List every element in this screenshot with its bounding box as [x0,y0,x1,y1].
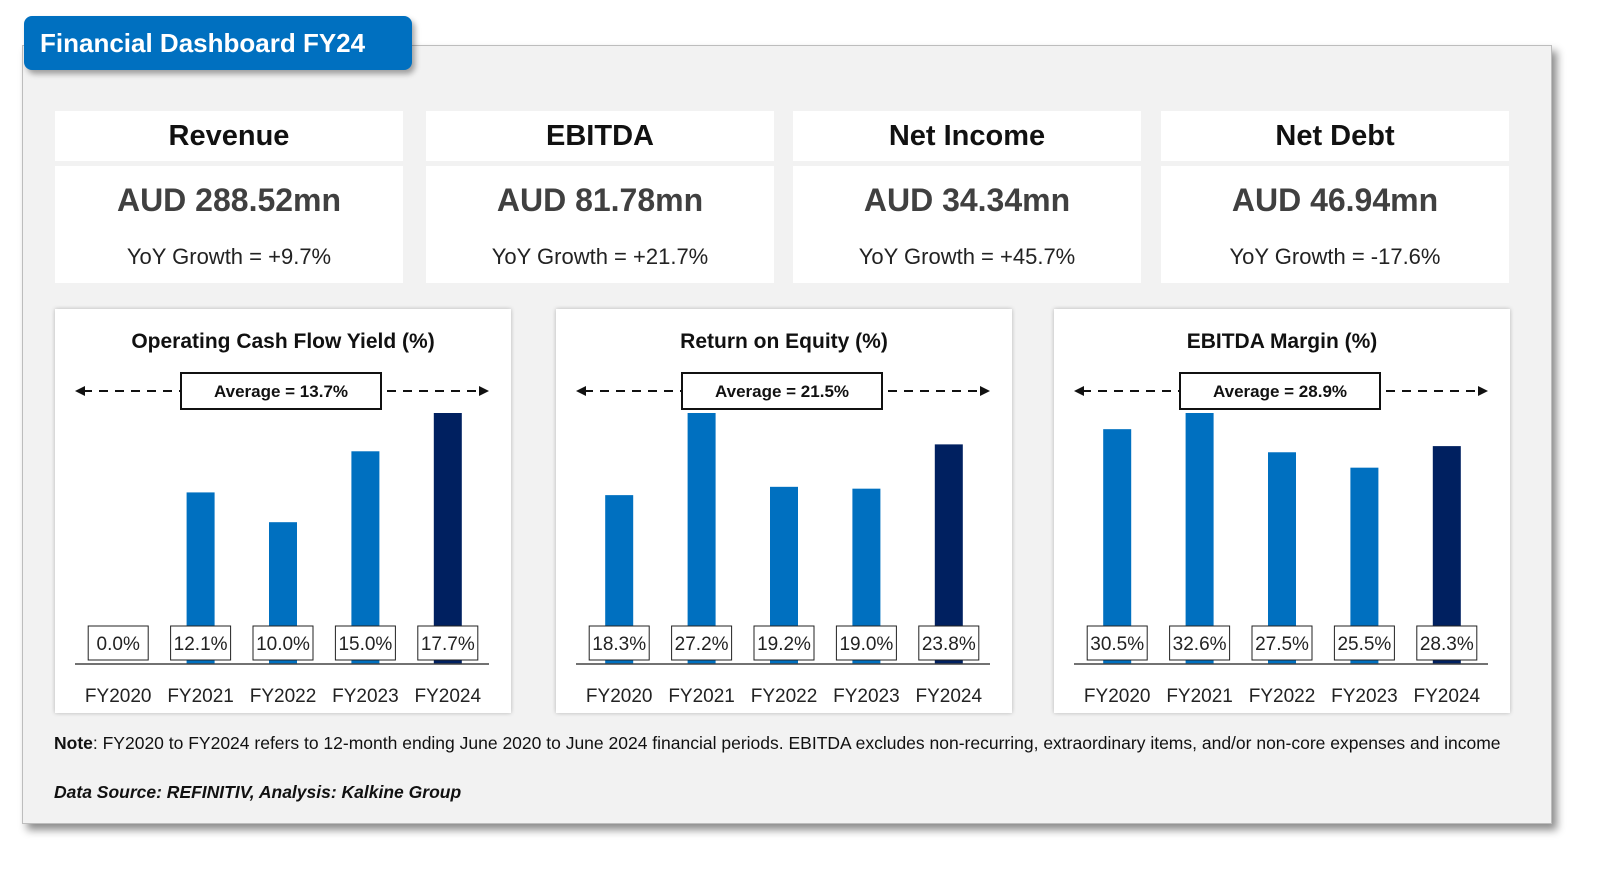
x-tick-label: FY2021 [1166,686,1233,707]
average-indicator: Average = 13.7% [75,372,489,410]
data-label-box [1086,625,1148,661]
arrow-left-icon [75,386,85,396]
data-label-box [334,625,396,661]
kpi-growth: YoY Growth = -17.6% [1229,244,1441,269]
bar-fy2021 [687,413,716,664]
kpi-value: AUD 81.78mn [496,182,704,218]
data-label-box [588,625,650,661]
note-label: Note [54,733,93,753]
x-tick-label: FY2024 [916,686,983,707]
average-indicator: Average = 28.9% [1074,372,1488,410]
data-label-box [1169,625,1231,661]
data-label-box [918,625,980,661]
data-label-box [87,625,149,661]
x-tick-label: FY2023 [332,686,399,707]
chart-ocf-yield: Operating Cash Flow Yield (%) Average = 1… [75,330,489,707]
note-text: : FY2020 to FY2024 refers to 12-month en… [92,733,1501,753]
data-label-box [671,625,733,661]
x-tick-label: FY2020 [1084,686,1151,707]
average-box [681,372,883,410]
kpi-body: AUD 288.52mn YoY Growth = +9.7% [55,166,403,283]
kpi-growth: YoY Growth = +21.7% [491,244,709,269]
data-label: 28.3% [1420,634,1474,655]
x-tick-label: FY2022 [751,686,818,707]
data-label: 23.8% [922,634,976,655]
dashboard-title: Financial Dashboard FY24 [24,16,412,70]
bar-fy2021 [1185,413,1214,664]
bar-fy2024 [433,413,462,664]
data-label: 27.2% [675,634,729,655]
x-tick-label: FY2024 [1414,686,1481,707]
data-label: 12.1% [174,634,228,655]
x-tick-label: FY2024 [415,686,482,707]
x-tick-label: FY2020 [586,686,653,707]
chart-title: Operating Cash Flow Yield (%) [131,330,434,353]
kpi-label: Net Income [793,111,1141,161]
kpi-body: AUD 46.94mn YoY Growth = -17.6% [1161,166,1509,283]
data-label: 10.0% [256,634,310,655]
x-tick-label: FY2022 [1249,686,1316,707]
data-label-box [1416,625,1478,661]
kpi-body: AUD 81.78mn YoY Growth = +21.7% [426,166,774,283]
data-label: 15.0% [338,634,392,655]
kpi-growth: YoY Growth = +9.7% [126,244,332,269]
chart-card-roe: Return on Equity (%) Average = 21.5% 18.3%… [556,309,1012,713]
data-label-box [835,625,897,661]
data-label-box [170,625,232,661]
bar-fy2020 [1103,429,1132,664]
data-label: 0.0% [97,634,140,655]
kpi-label: Net Debt [1161,111,1509,161]
kpi-label: Revenue [55,111,403,161]
data-label-box [252,625,314,661]
data-label: 25.5% [1337,634,1391,655]
x-tick-label: FY2021 [668,686,735,707]
x-tick-label: FY2022 [250,686,317,707]
average-label: Average = 28.9% [1213,382,1347,401]
chart-roe: Return on Equity (%) Average = 21.5% 18.3%… [576,330,990,707]
data-label-box [1251,625,1313,661]
x-tick-label: FY2021 [167,686,234,707]
average-label: Average = 13.7% [214,382,348,401]
x-tick-label: FY2020 [85,686,152,707]
kpi-value: AUD 46.94mn [1231,182,1439,218]
arrow-left-icon [576,386,586,396]
chart-ebitda-margin: EBITDA Margin (%) Average = 28.9% 30.5% FY2… [1074,330,1488,707]
arrow-right-icon [479,386,489,396]
kpi-value: AUD 288.52mn [116,182,342,218]
arrow-right-icon [980,386,990,396]
data-source: Data Source: REFINITIV, Analysis: Kalkin… [54,782,462,802]
data-label: 19.0% [839,634,893,655]
average-indicator: Average = 21.5% [576,372,990,410]
kpi-value: AUD 34.34mn [863,182,1071,218]
data-label: 18.3% [592,634,646,655]
kpi-growth: YoY Growth = +45.7% [858,244,1076,269]
average-box [1179,372,1381,410]
data-label: 19.2% [757,634,811,655]
kpi-label: EBITDA [426,111,774,161]
average-box [180,372,382,410]
data-label: 30.5% [1090,634,1144,655]
arrow-right-icon [1478,386,1488,396]
footnote: Note: FY2020 to FY2024 refers to 12-mont… [54,731,1544,756]
average-label: Average = 21.5% [715,382,849,401]
data-label-box [417,625,479,661]
kpi-body: AUD 34.34mn YoY Growth = +45.7% [793,166,1141,283]
x-tick-label: FY2023 [1331,686,1398,707]
chart-title: Return on Equity (%) [680,330,888,353]
data-label: 17.7% [421,634,475,655]
data-label-box [1333,625,1395,661]
arrow-left-icon [1074,386,1084,396]
x-tick-label: FY2023 [833,686,900,707]
chart-title: EBITDA Margin (%) [1187,330,1378,353]
data-label-box [753,625,815,661]
chart-card-ebitda-margin: EBITDA Margin (%) Average = 28.9% 30.5% FY2… [1054,309,1510,713]
chart-card-ocf-yield: Operating Cash Flow Yield (%) Average = 1… [55,309,511,713]
data-label: 32.6% [1173,634,1227,655]
data-label: 27.5% [1255,634,1309,655]
